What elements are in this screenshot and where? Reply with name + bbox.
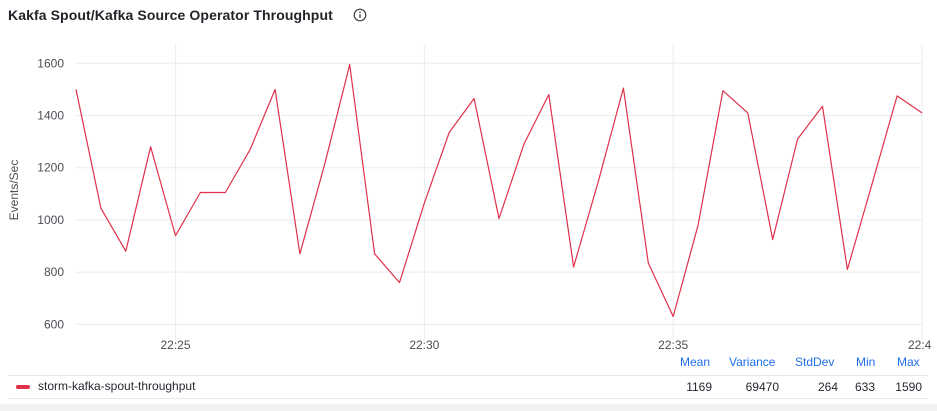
legend-header-max[interactable]: Max <box>897 355 920 369</box>
legend-value-min: 633 <box>854 380 875 394</box>
y-axis-ticks: 600 800 1000 1200 1400 1600 <box>37 56 64 331</box>
x-axis-ticks: 22:25 22:30 22:35 22:4 <box>161 338 932 352</box>
info-circle-icon[interactable] <box>353 8 367 22</box>
legend-row[interactable]: storm-kafka-spout-throughput <box>8 375 928 399</box>
x-tick-label: 22:35 <box>658 338 688 352</box>
legend-value-variance: 69470 <box>745 380 779 394</box>
y-tick-label: 1600 <box>37 56 64 70</box>
series-line-storm-kafka-spout-throughput[interactable] <box>75 63 923 318</box>
legend-header-variance[interactable]: Variance <box>729 355 776 369</box>
legend-header-mean[interactable]: Mean <box>680 355 711 369</box>
y-axis-label: Events/Sec <box>7 160 21 221</box>
y-tick-label: 1200 <box>37 161 64 175</box>
legend-series-name[interactable]: storm-kafka-spout-throughput <box>38 379 196 393</box>
x-tick-label: 22:25 <box>161 338 191 352</box>
x-tick-label: 22:30 <box>409 338 439 352</box>
series-layer <box>75 63 923 318</box>
panel-title: Kakfa Spout/Kafka Source Operator Throug… <box>8 7 333 23</box>
panel-footer <box>0 404 937 411</box>
y-tick-label: 800 <box>44 265 64 279</box>
legend-value-stddev: 264 <box>817 380 838 394</box>
grid-layer <box>76 45 923 340</box>
x-tick-label: 22:4 <box>908 338 932 352</box>
legend-color-swatch <box>16 385 30 389</box>
legend-header-stddev[interactable]: StdDev <box>795 355 835 369</box>
legend-value-max: 1590 <box>895 380 922 394</box>
legend-header-min[interactable]: Min <box>856 355 876 369</box>
y-tick-label: 1400 <box>37 108 64 122</box>
y-tick-label: 600 <box>44 317 64 331</box>
legend-value-mean: 1169 <box>686 380 712 394</box>
y-tick-label: 1000 <box>37 213 64 227</box>
